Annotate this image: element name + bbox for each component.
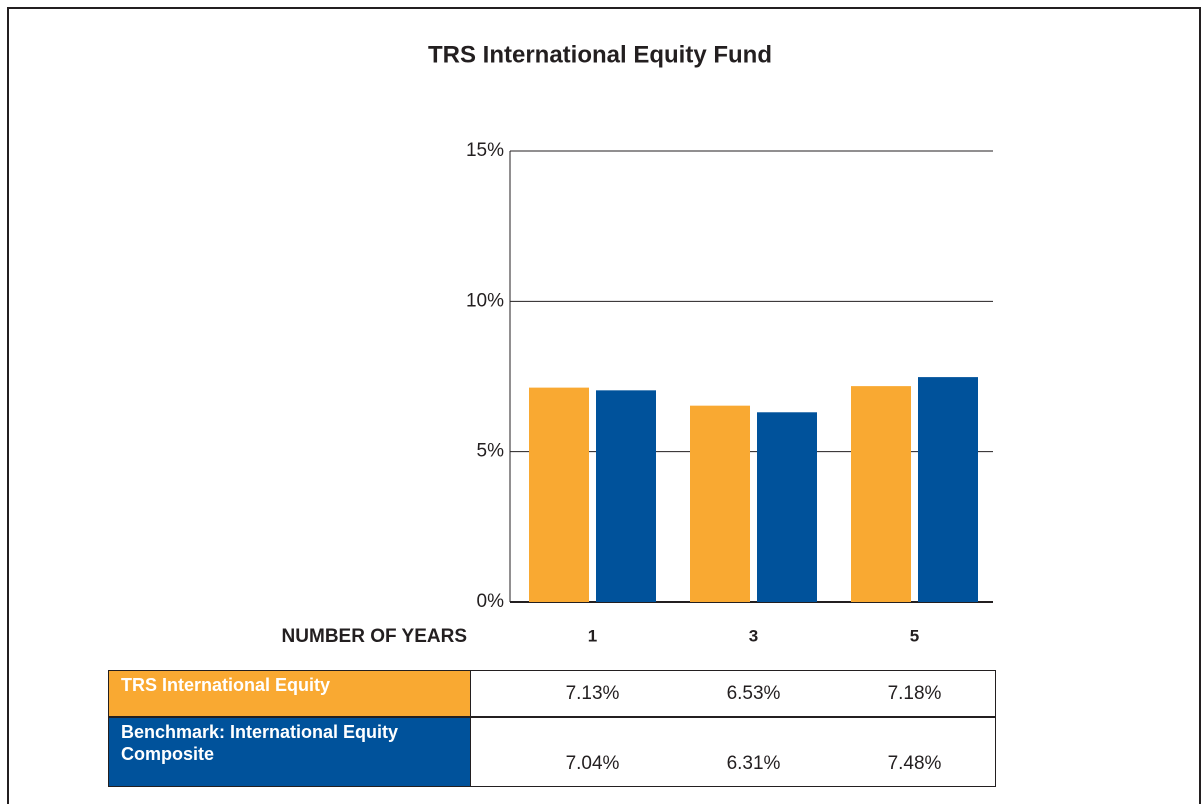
bar xyxy=(757,412,817,602)
legend-cell: TRS International Equity xyxy=(108,670,471,717)
frame xyxy=(7,7,1201,804)
bar xyxy=(596,390,656,602)
y-tick-label: 15% xyxy=(466,140,504,161)
y-tick-label: 10% xyxy=(466,290,504,311)
table-value: 7.04% xyxy=(565,753,620,774)
table-value: 6.31% xyxy=(726,753,781,774)
bar xyxy=(529,387,589,602)
x-tick-label: 3 xyxy=(749,626,758,645)
x-tick-label: 1 xyxy=(588,626,597,645)
bar xyxy=(851,386,911,602)
chart-title: TRS International Equity Fund xyxy=(428,41,772,68)
table-cell xyxy=(470,717,996,787)
legend-cell: Benchmark: International Equity Composit… xyxy=(108,717,471,787)
y-tick-label: 0% xyxy=(477,591,505,612)
table-value: 7.13% xyxy=(565,683,620,704)
table-value: 6.53% xyxy=(726,683,781,704)
x-tick-label: 5 xyxy=(910,626,919,645)
table-cell xyxy=(470,670,996,717)
x-axis-label: NUMBER OF YEARS xyxy=(282,626,467,647)
table-value: 7.48% xyxy=(887,753,942,774)
bar xyxy=(690,405,750,602)
bar xyxy=(918,377,978,602)
y-tick-label: 5% xyxy=(477,441,505,462)
table-value: 7.18% xyxy=(887,683,942,704)
